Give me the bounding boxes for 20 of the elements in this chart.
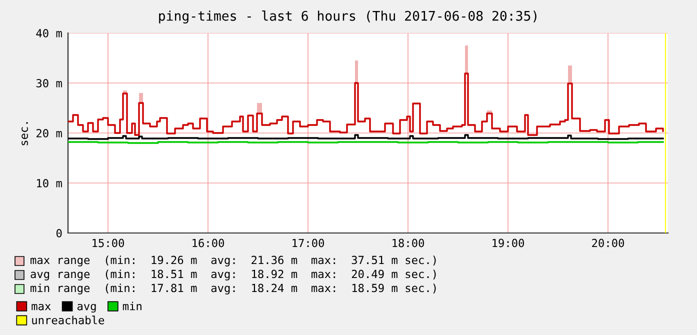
x-tick-label: 20:00 [592,238,624,248]
y-tick-label: 30 m [36,79,62,88]
text: max range (min: 19.26 m avg: 21.36 m max: 37.51 m sec.) [30,256,436,266]
y-tick-label: 40 m [36,29,62,38]
legend-label: unreachable [32,316,104,324]
y-tick-label: 10 m [37,179,62,188]
x-tick-label: 16:00 [192,238,224,248]
x-tick-label: 18:00 [392,238,424,248]
legend-label: avg [77,304,96,313]
text: min range (min: 17.81 m avg: 18.24 m max: 18.59 m sec.) [30,284,436,294]
y-tick-label: 0 [56,229,62,238]
text: avg range (min: 18.51 m avg: 18.92 m max: 20.49 m sec.) [30,270,436,280]
x-tick-label: 15:00 [92,238,124,248]
legend-label: min [122,302,142,310]
legend-label: max [32,304,51,310]
y-tick-label: 20 m [36,129,62,138]
x-tick-label: 19:00 [492,238,524,248]
chart-title: ping-times - last 6 hours (Thu 2017-06-08 20:35) [159,10,536,24]
x-tick-label: 17:00 [292,238,324,248]
y-axis-title: sec. [22,122,28,146]
